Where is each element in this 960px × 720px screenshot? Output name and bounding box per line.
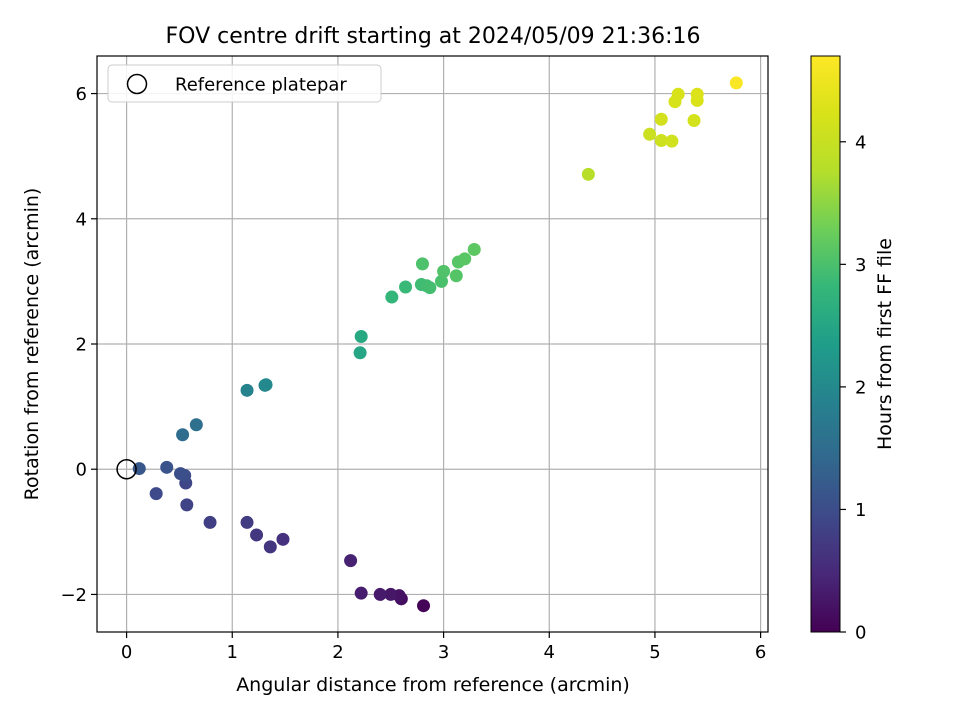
- legend-box: [107, 64, 382, 103]
- data-point: [276, 532, 290, 546]
- x-axis-label: Angular distance from reference (arcmin): [236, 674, 630, 696]
- data-point: [373, 587, 387, 601]
- data-point: [458, 252, 472, 266]
- data-point: [354, 329, 368, 343]
- data-point: [384, 587, 398, 601]
- data-point: [581, 167, 595, 181]
- x-tick-label: 6: [755, 642, 766, 663]
- data-point: [690, 87, 704, 101]
- data-point: [671, 87, 685, 101]
- data-point: [467, 242, 481, 256]
- x-tick-label: 5: [649, 642, 660, 663]
- data-point: [417, 599, 431, 613]
- data-point: [250, 528, 264, 542]
- x-tick-label: 2: [332, 642, 343, 663]
- legend: Reference platepar: [107, 64, 382, 103]
- data-point: [189, 418, 203, 432]
- colorbar: 0 1 2 3 4 Hours from first FF file: [810, 55, 896, 644]
- data-point: [149, 487, 163, 501]
- data-point: [259, 378, 273, 392]
- data-point: [643, 127, 657, 141]
- colorbar-label: Hours from first FF file: [874, 238, 896, 450]
- data-point: [160, 460, 174, 474]
- data-point: [415, 257, 429, 271]
- data-point: [354, 586, 368, 600]
- legend-label: Reference platepar: [175, 75, 347, 96]
- chart-title: FOV centre drift starting at 2024/05/09 …: [166, 24, 701, 49]
- data-point: [180, 498, 194, 512]
- colorbar-gradient: [810, 55, 841, 633]
- data-point: [423, 281, 437, 295]
- data-point: [654, 112, 668, 126]
- data-point: [263, 540, 277, 554]
- data-point: [399, 280, 413, 294]
- data-point: [173, 467, 187, 481]
- data-point: [687, 113, 701, 127]
- data-point: [344, 554, 358, 568]
- x-tick-label: 3: [438, 642, 449, 663]
- y-tick-label: −2: [60, 585, 87, 606]
- colorbar-tick-label: 1: [855, 500, 866, 521]
- data-point: [240, 383, 254, 397]
- y-tick-label: 0: [76, 460, 87, 481]
- data-point: [240, 515, 254, 529]
- x-axis-ticks: 0 1 2 3 4 5 6: [121, 632, 766, 663]
- y-axis-ticks: −2 0 2 4 6: [60, 84, 97, 606]
- x-tick-label: 0: [121, 642, 132, 663]
- data-point: [203, 515, 217, 529]
- data-point: [434, 274, 448, 288]
- colorbar-tick-label: 4: [855, 132, 866, 153]
- reference-layer: [116, 458, 137, 480]
- y-tick-label: 6: [76, 84, 87, 105]
- data-point: [385, 290, 399, 304]
- y-tick-label: 4: [76, 209, 87, 230]
- colorbar-tick-label: 0: [855, 623, 866, 644]
- data-points: [132, 76, 743, 613]
- colorbar-tick-label: 3: [855, 255, 866, 276]
- data-point: [654, 134, 668, 148]
- colorbar-ticks: 0 1 2 3 4: [840, 132, 866, 644]
- data-point: [665, 134, 679, 148]
- y-tick-label: 2: [76, 335, 87, 356]
- data-point: [449, 269, 463, 283]
- y-axis-label: Rotation from reference (arcmin): [21, 188, 43, 501]
- reference-platepar-marker: [116, 458, 137, 480]
- colorbar-tick-label: 2: [855, 377, 866, 398]
- data-point: [729, 76, 743, 90]
- data-point: [176, 428, 190, 442]
- legend-marker-icon: [126, 73, 148, 95]
- x-tick-label: 1: [227, 642, 238, 663]
- data-point: [437, 264, 451, 278]
- data-point: [353, 346, 367, 360]
- x-tick-label: 4: [544, 642, 555, 663]
